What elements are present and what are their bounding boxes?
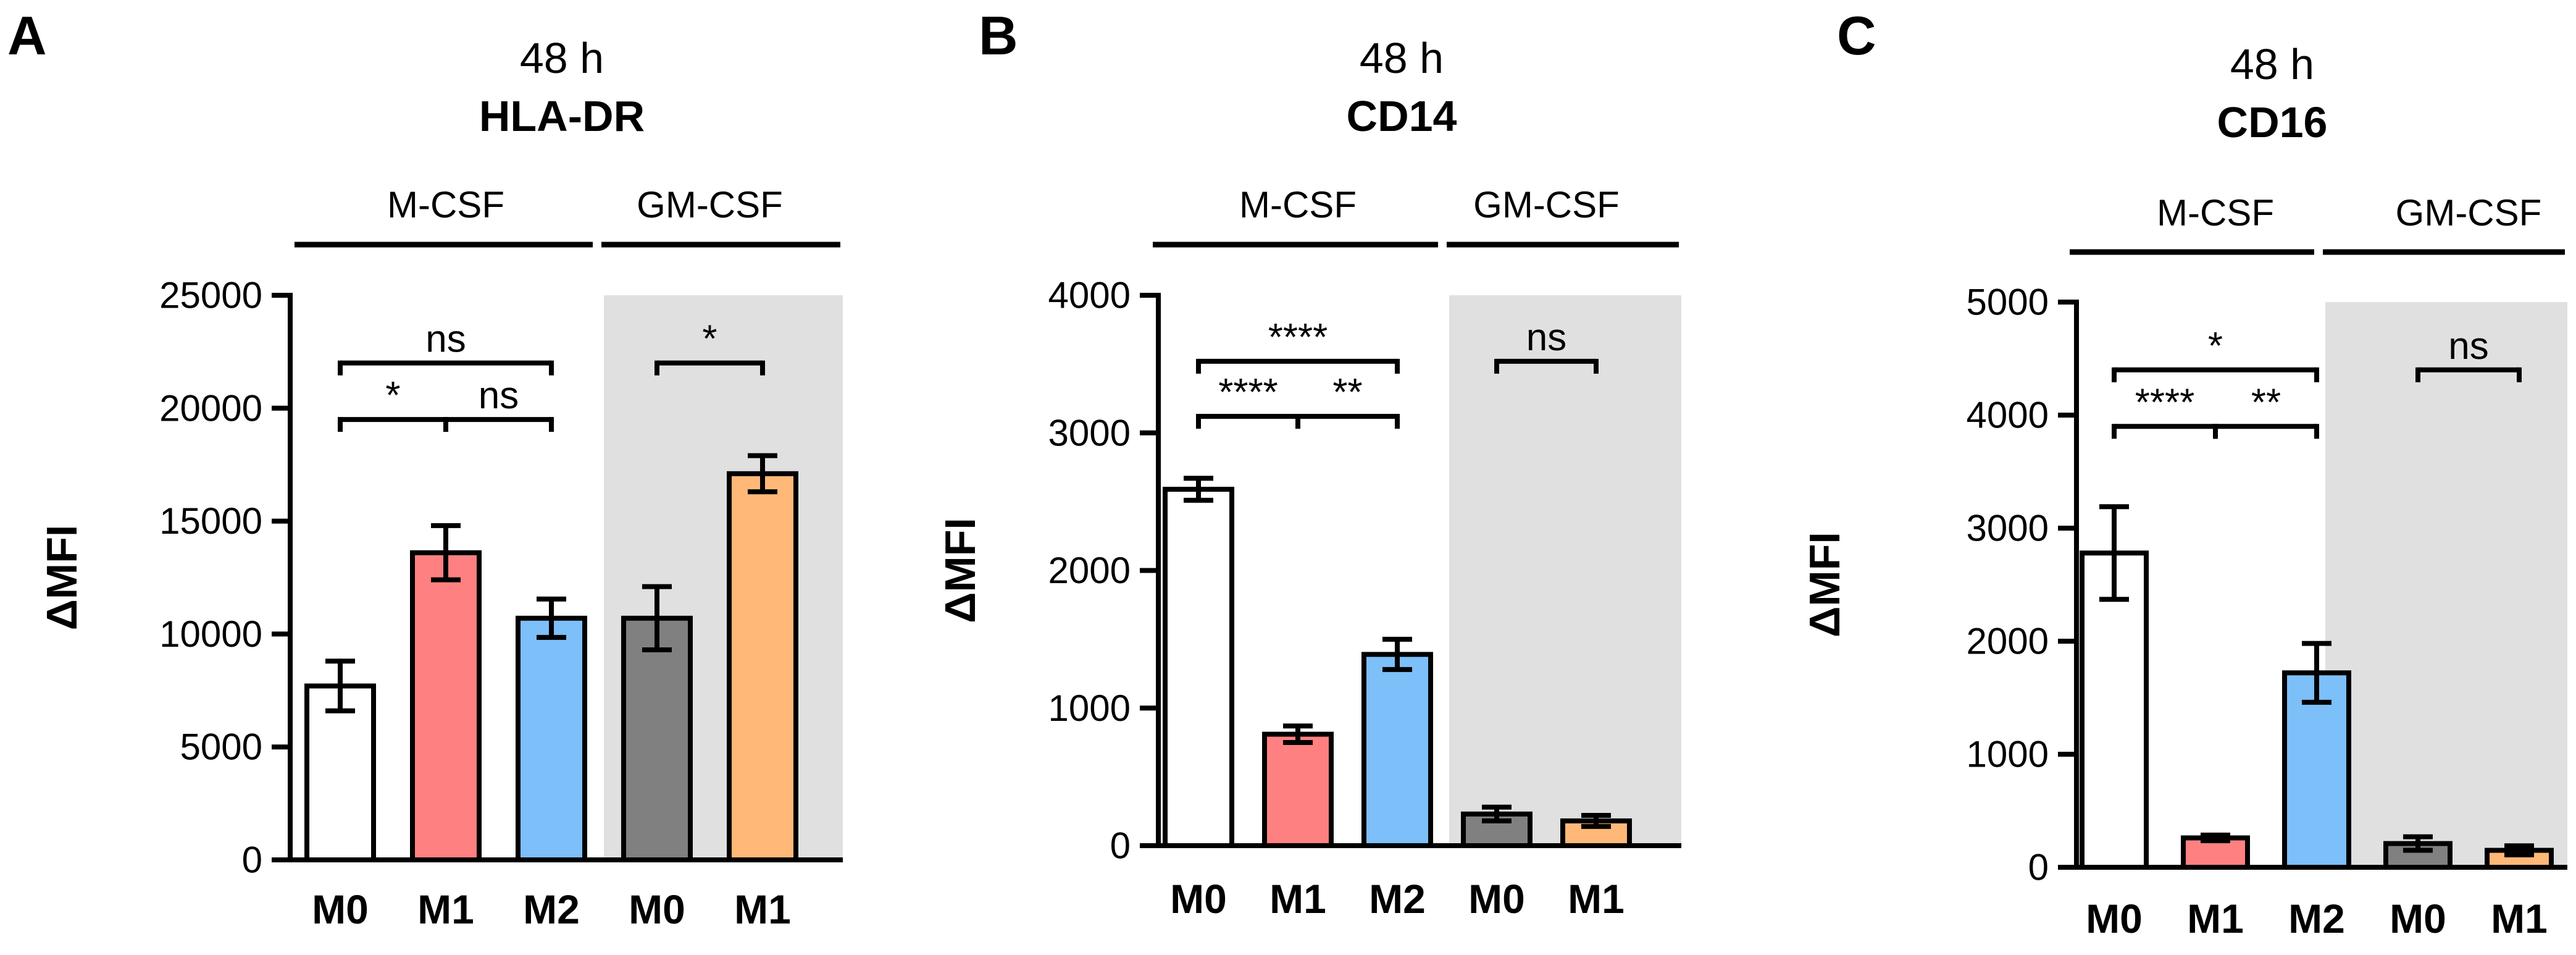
chart-title-line1: 48 h (1360, 34, 1444, 82)
y-tick-label: 5000 (180, 726, 262, 768)
chart-title-line1: 48 h (2230, 40, 2314, 88)
x-category-label: M1 (734, 886, 791, 932)
y-tick-label: 4000 (1048, 275, 1131, 316)
bar-m-csf-m0 (1163, 487, 1234, 848)
x-category-label: M1 (2187, 896, 2244, 941)
group-label-gm-csf: GM-CSF (1473, 184, 1620, 225)
x-category-label: M1 (1269, 876, 1326, 922)
sig-label: ns (1526, 316, 1566, 359)
sig-label: * (2208, 325, 2223, 368)
x-category-label: M0 (1170, 876, 1227, 922)
y-tick-label: 1000 (1967, 734, 2049, 775)
group-label-m-csf: M-CSF (1239, 184, 1357, 225)
bar-m-csf-m2 (1361, 652, 1433, 848)
panel-c: C 48 h CD16 M-CSF GM-CSF ΔMFI 0 1000 2000 3… (1800, 5, 2567, 941)
sig-label: **** (1268, 316, 1328, 359)
y-tick-label: 4000 (1967, 395, 2049, 436)
sig-label: ** (1332, 371, 1362, 414)
gm-csf-background (2325, 302, 2567, 867)
group-label-m-csf: M-CSF (2157, 192, 2274, 233)
y-tick-label: 3000 (1048, 412, 1131, 453)
y-tick-label: 0 (1110, 825, 1131, 867)
panel-letter: C (1837, 5, 1876, 66)
bar-m-csf-m1 (410, 550, 482, 862)
y-tick-label: 3000 (1967, 508, 2049, 549)
y-tick-label: 2000 (1967, 621, 2049, 662)
y-tick-label: 15000 (159, 500, 262, 542)
bar-gm-csf-m1 (1560, 818, 1632, 849)
bar-gm-csf-m0 (621, 615, 693, 862)
sig-label: ** (2251, 381, 2281, 424)
y-tick-label: 10000 (159, 613, 262, 655)
sig-label: * (385, 374, 400, 417)
panel-b: B 48 h CD14 M-CSF GM-CSF ΔMFI 0 1000 2000 3… (936, 5, 1681, 922)
group-label-gm-csf: GM-CSF (2396, 192, 2542, 233)
x-category-label: M0 (312, 886, 369, 932)
sig-label: ns (479, 374, 519, 417)
chart-title-line2: CD16 (2217, 98, 2328, 146)
y-tick-label: 0 (2028, 847, 2049, 888)
y-tick-label: 25000 (159, 275, 262, 316)
x-category-label: M0 (2390, 896, 2446, 941)
x-category-label: M2 (1369, 876, 1426, 922)
bar-m-csf-m0 (304, 683, 376, 863)
x-category-label: M2 (523, 886, 580, 932)
y-axis-label: ΔMFI (38, 525, 86, 631)
sig-label: **** (2135, 381, 2195, 424)
chart-title-line2: CD14 (1347, 92, 1457, 140)
y-axis-label: ΔMFI (936, 518, 984, 623)
y-tick-label: 1000 (1048, 688, 1131, 729)
x-category-label: M2 (2288, 896, 2345, 941)
group-label-gm-csf: GM-CSF (637, 184, 783, 225)
x-category-label: M1 (417, 886, 474, 932)
gm-csf-background (1449, 295, 1681, 846)
bar-m-csf-m1 (1262, 731, 1334, 849)
x-category-label: M0 (1468, 876, 1525, 922)
x-category-label: M1 (2491, 896, 2548, 941)
x-category-label: M0 (629, 886, 685, 932)
sig-label: ns (425, 318, 466, 361)
panel-letter: B (979, 5, 1018, 66)
y-tick-label: 2000 (1048, 550, 1131, 591)
y-tick-label: 20000 (159, 387, 262, 429)
panel-a: A 48 h HLA-DR M-CSF GM-CSF ΔMFI 0 5000 100… (7, 5, 843, 932)
chart-title-line2: HLA-DR (479, 92, 645, 140)
y-axis-label: ΔMFI (1800, 532, 1849, 637)
group-label-m-csf: M-CSF (387, 184, 504, 225)
y-tick-label: 0 (242, 839, 262, 881)
sig-label: **** (1218, 371, 1278, 414)
x-category-label: M0 (2086, 896, 2143, 941)
sig-label: * (702, 318, 717, 361)
sig-label: ns (2448, 325, 2488, 368)
bar-gm-csf-m1 (727, 471, 798, 862)
chart-title-line1: 48 h (520, 34, 604, 82)
bar-m-csf-m2 (2282, 670, 2351, 870)
y-tick-label: 5000 (1967, 282, 2049, 323)
bar-m-csf-m2 (516, 615, 587, 862)
x-category-label: M1 (1568, 876, 1625, 922)
panel-letter: A (7, 5, 47, 66)
